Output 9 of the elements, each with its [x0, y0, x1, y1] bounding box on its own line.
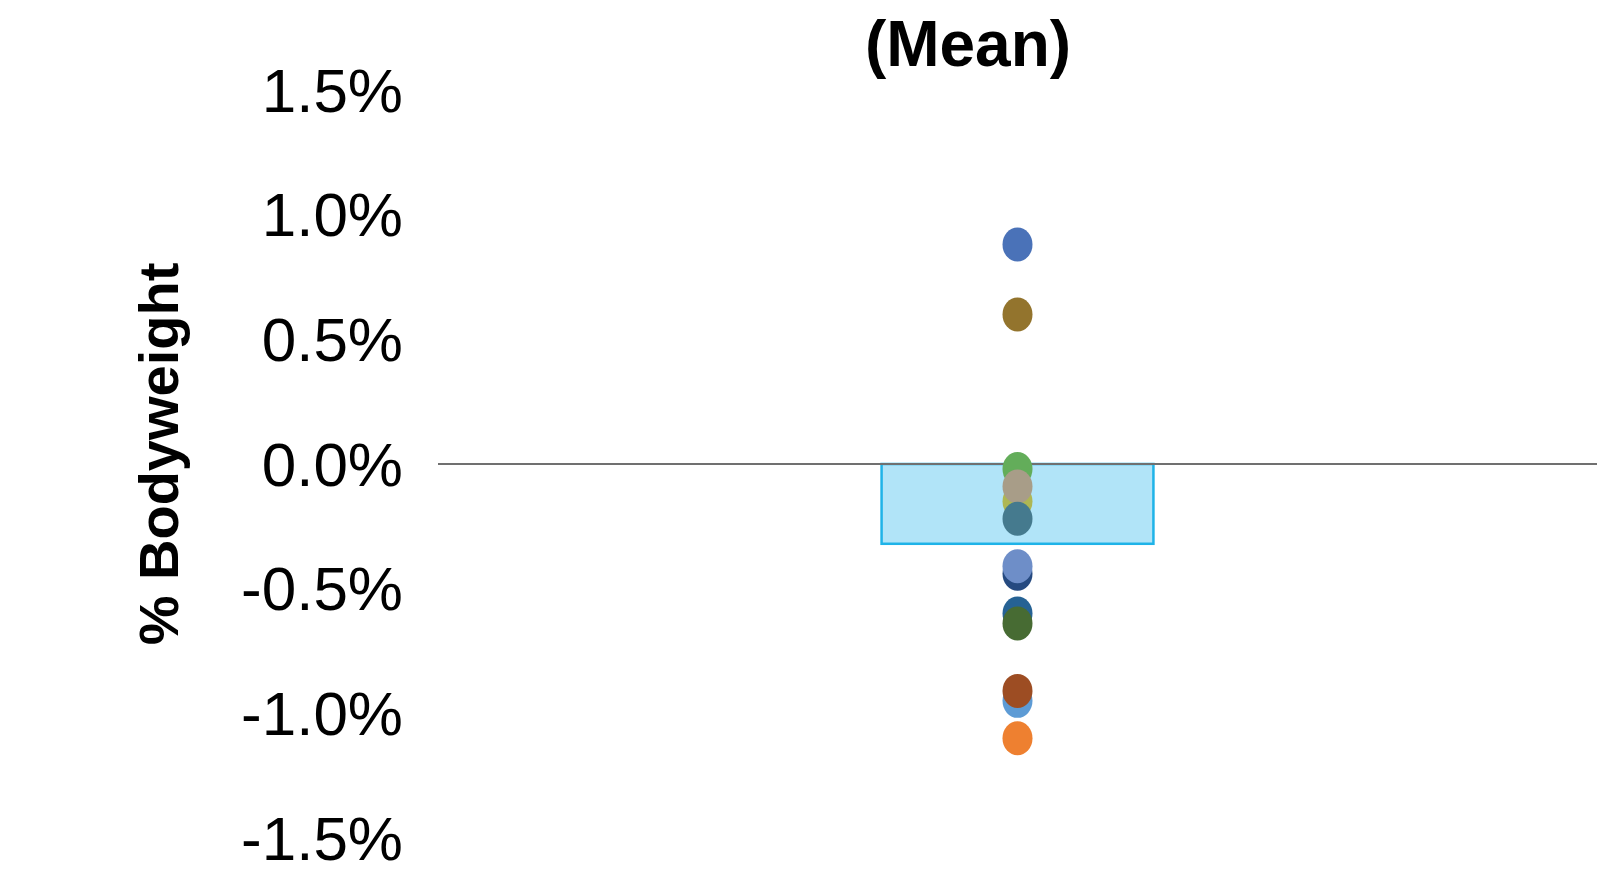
chart-title: (Mean) [864, 8, 1072, 80]
y-tick-label: 0.5% [261, 305, 403, 375]
y-axis-title: % Bodyweight [127, 262, 190, 646]
y-tick-label: 1.0% [261, 180, 403, 250]
y-tick-label: -1.5% [241, 803, 403, 873]
y-tick-label: 1.5% [261, 55, 403, 125]
y-tick-label: 0.0% [261, 429, 403, 499]
y-tick-label: -1.0% [241, 679, 403, 749]
y-tick-label: -0.5% [241, 554, 403, 624]
